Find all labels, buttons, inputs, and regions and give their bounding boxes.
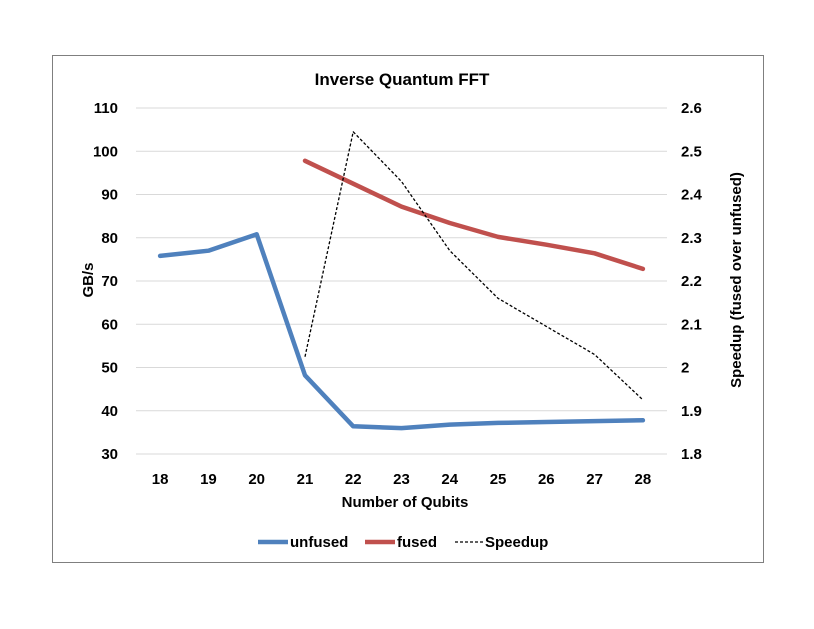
y-tick-label: 90 bbox=[101, 187, 118, 204]
tick-labels: 30 40 50 60 70 80 90 100 110 1.8 1.9 2 2.1 2.2 2.3 2.4 2… bbox=[93, 100, 703, 488]
y-tick-label: 70 bbox=[101, 273, 118, 290]
legend: unfused fused Speedup bbox=[258, 534, 548, 551]
series-line-speedup bbox=[304, 131, 644, 401]
y-tick-label: 30 bbox=[101, 446, 118, 463]
x-tick-label: 21 bbox=[297, 471, 314, 488]
chart-title: Inverse Quantum FFT bbox=[315, 70, 490, 89]
y-axis-label: GB/s bbox=[80, 262, 97, 297]
x-tick-label: 18 bbox=[152, 471, 169, 488]
y2-tick-label: 1.9 bbox=[681, 403, 702, 420]
y-tick-label: 50 bbox=[101, 360, 118, 377]
legend-label-unfused: unfused bbox=[290, 534, 348, 551]
x-tick-label: 28 bbox=[635, 471, 652, 488]
y2-tick-label: 2.4 bbox=[681, 187, 703, 204]
x-axis-label: Number of Qubits bbox=[342, 494, 469, 511]
y2-tick-label: 2.5 bbox=[681, 143, 702, 160]
x-tick-label: 24 bbox=[441, 471, 458, 488]
y2-tick-label: 2.3 bbox=[681, 230, 702, 247]
y-tick-label: 40 bbox=[101, 403, 118, 420]
series-line-fused bbox=[302, 158, 646, 272]
x-tick-label: 22 bbox=[345, 471, 362, 488]
y2-tick-label: 2.1 bbox=[681, 316, 702, 333]
x-tick-label: 23 bbox=[393, 471, 410, 488]
gridlines bbox=[136, 107, 667, 455]
y2-tick-label: 2 bbox=[681, 360, 689, 377]
y-tick-label: 80 bbox=[101, 230, 118, 247]
series-line-unfused bbox=[157, 232, 646, 431]
chart-frame bbox=[52, 55, 764, 563]
y-tick-label: 60 bbox=[101, 316, 118, 333]
legend-label-fused: fused bbox=[397, 534, 437, 551]
x-tick-label: 20 bbox=[248, 471, 265, 488]
y2-axis-label: Speedup (fused over unfused) bbox=[728, 172, 745, 388]
x-tick-label: 25 bbox=[490, 471, 507, 488]
y2-tick-label: 2.2 bbox=[681, 273, 702, 290]
series-lines bbox=[157, 131, 646, 431]
x-tick-label: 27 bbox=[586, 471, 603, 488]
y-tick-label: 110 bbox=[94, 100, 118, 117]
legend-label-speedup: Speedup bbox=[485, 534, 548, 551]
x-tick-label: 19 bbox=[200, 471, 217, 488]
y2-tick-label: 1.8 bbox=[681, 446, 702, 463]
x-tick-label: 26 bbox=[538, 471, 555, 488]
y-tick-label: 100 bbox=[93, 143, 118, 160]
y2-tick-label: 2.6 bbox=[681, 100, 702, 117]
